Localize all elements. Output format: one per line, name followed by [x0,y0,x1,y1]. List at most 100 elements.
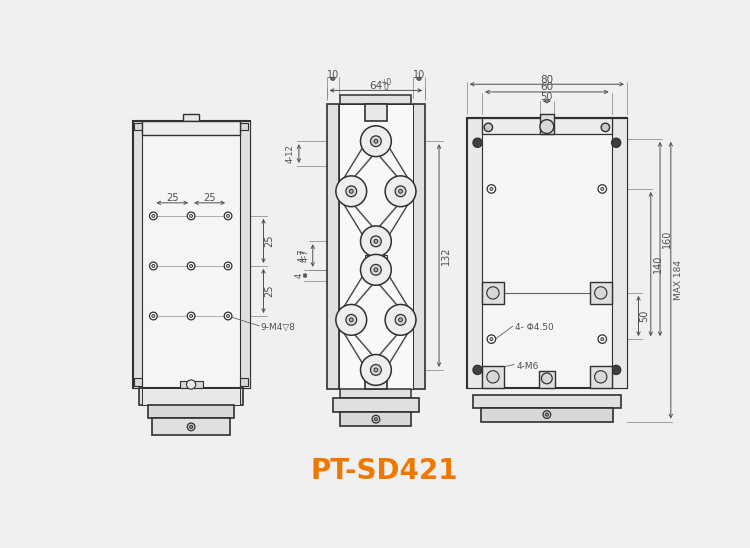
Bar [611,118,627,387]
Circle shape [350,318,353,322]
Bar [333,398,419,412]
Bar [179,381,203,387]
Text: 50: 50 [541,92,553,102]
Circle shape [152,214,155,218]
Circle shape [602,123,610,132]
Text: 10: 10 [327,70,339,80]
Bar [383,255,387,266]
Bar [152,419,230,435]
Circle shape [598,185,607,193]
Circle shape [395,186,406,197]
Circle shape [149,212,158,220]
Circle shape [350,190,353,193]
Circle shape [361,126,392,157]
Circle shape [152,265,155,267]
Bar [326,104,339,389]
Bar [482,366,504,387]
Circle shape [398,318,403,322]
Circle shape [190,265,193,267]
Bar [133,121,142,387]
Bar [365,104,387,121]
Circle shape [386,176,416,207]
Bar [482,118,611,134]
Bar [481,408,613,421]
Text: 4-M6: 4-M6 [517,362,539,370]
Bar [590,282,611,304]
Circle shape [188,262,195,270]
Circle shape [595,287,607,299]
Text: PT-SD421: PT-SD421 [310,457,458,485]
Circle shape [370,136,381,147]
Text: 60: 60 [540,82,554,92]
Text: 9-M4▽8: 9-M4▽8 [260,323,296,332]
Circle shape [149,312,158,320]
Circle shape [374,418,377,421]
Circle shape [224,312,232,320]
Text: 0: 0 [383,83,388,92]
Circle shape [611,366,621,374]
Text: 25: 25 [265,235,274,247]
Circle shape [346,315,357,326]
Text: MAX 184: MAX 184 [674,260,683,300]
Circle shape [372,415,380,423]
Text: 25: 25 [166,193,178,203]
Circle shape [601,187,604,191]
Text: 4-7: 4-7 [301,249,310,262]
Circle shape [488,335,496,344]
Circle shape [488,185,496,193]
Circle shape [346,186,357,197]
Text: 10: 10 [413,70,425,80]
Bar [466,118,627,387]
Bar [133,121,250,387]
Text: 160: 160 [662,230,672,248]
Circle shape [490,338,493,341]
Circle shape [490,187,493,191]
Circle shape [487,370,499,383]
Circle shape [370,364,381,375]
Text: 4-12: 4-12 [285,144,294,163]
Circle shape [598,335,607,344]
Circle shape [361,254,392,285]
Text: 4-7: 4-7 [298,248,307,262]
Bar [148,404,234,419]
Circle shape [226,315,230,317]
Circle shape [398,190,403,193]
Bar [473,395,621,408]
Circle shape [224,262,232,270]
Circle shape [611,138,621,147]
Bar [142,387,241,404]
Circle shape [487,287,499,299]
Text: 4: 4 [295,273,304,278]
Circle shape [187,380,196,389]
Bar [339,104,412,389]
Circle shape [374,268,378,272]
Circle shape [395,315,406,326]
Circle shape [190,425,193,429]
Bar [368,241,383,270]
Circle shape [543,410,550,419]
Circle shape [361,226,392,256]
Bar [340,412,411,426]
Text: 4- Φ4.50: 4- Φ4.50 [514,323,554,332]
Bar [142,121,241,135]
Circle shape [224,212,232,220]
Circle shape [190,214,193,218]
Bar [413,104,425,389]
Text: 140: 140 [652,255,663,273]
Circle shape [374,368,378,372]
Text: 25: 25 [265,285,274,297]
Circle shape [188,312,195,320]
Text: 64: 64 [369,81,382,91]
Bar [340,95,411,104]
Circle shape [226,214,230,218]
Text: 80: 80 [540,75,554,84]
Bar [590,366,611,387]
Circle shape [540,119,554,134]
Circle shape [601,338,604,341]
Text: +0: +0 [380,78,392,87]
Bar [540,115,554,134]
Bar [134,378,142,386]
Circle shape [188,212,195,220]
Bar [466,118,482,387]
Bar [241,121,250,387]
